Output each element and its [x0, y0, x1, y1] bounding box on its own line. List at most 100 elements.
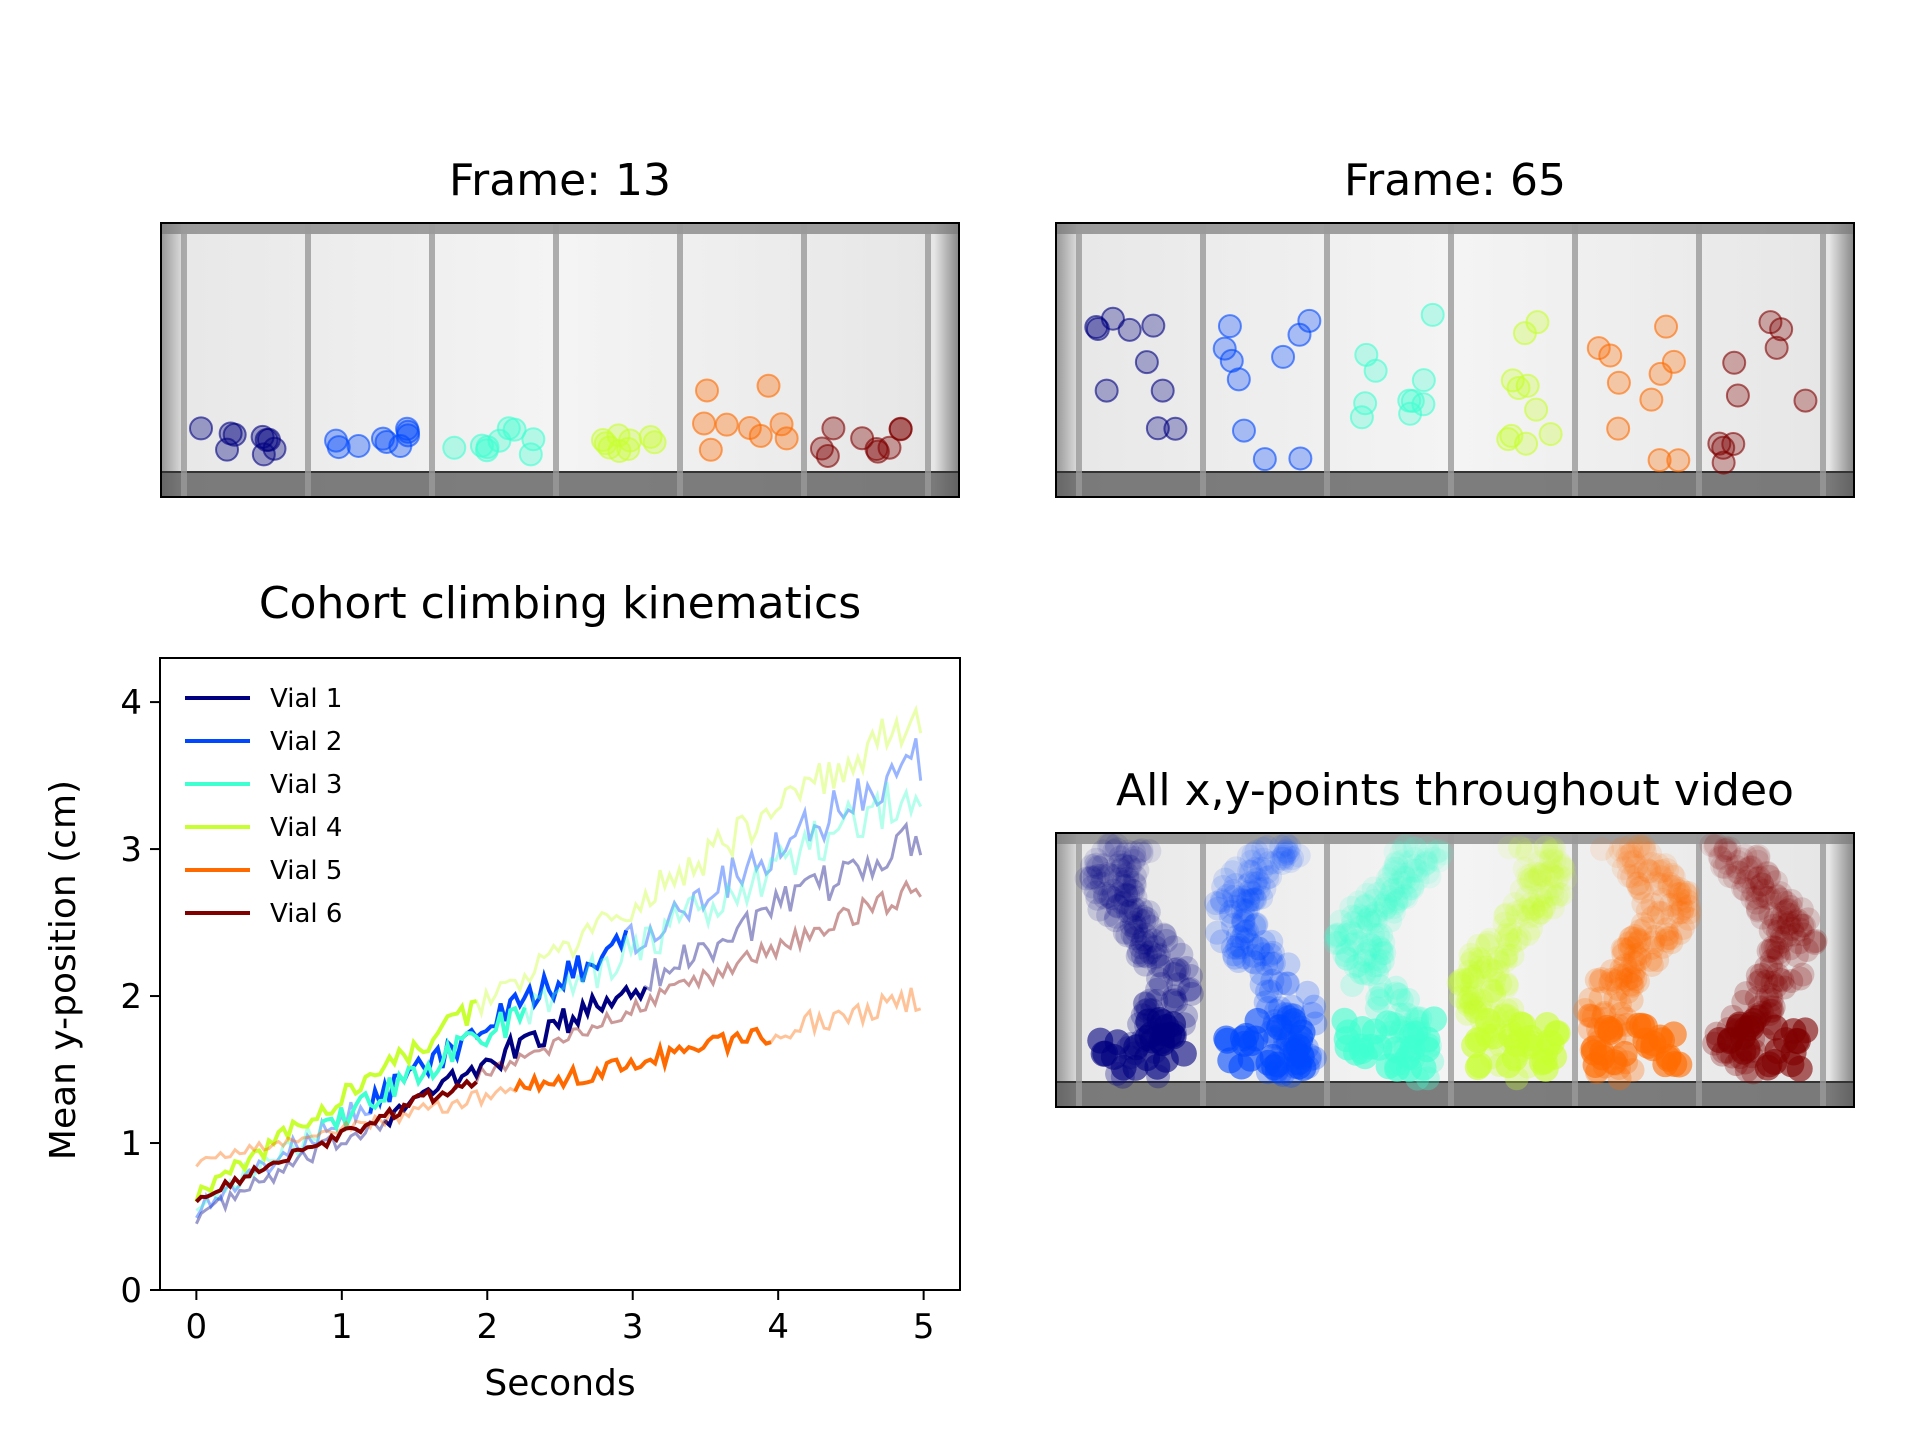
fly-trace [1145, 977, 1170, 1002]
fly-trace [1381, 895, 1406, 920]
fly-trace [1355, 907, 1380, 932]
fly-trace [1174, 955, 1199, 980]
fly-trace [1779, 969, 1804, 994]
fly-trace [1533, 880, 1558, 905]
fly-trace [1162, 984, 1187, 1009]
fly-trace [1717, 836, 1742, 861]
fly-trace [1738, 855, 1763, 880]
fly-trace [1268, 971, 1293, 996]
fly-trace [1246, 936, 1271, 961]
base [1057, 1082, 1853, 1106]
fly-trace [1122, 1054, 1149, 1081]
fly-trace [1087, 897, 1112, 922]
fly-trace [1620, 964, 1645, 989]
fly-trace [1745, 885, 1770, 910]
fly-trace [1467, 960, 1492, 985]
fly-trace [1607, 992, 1632, 1017]
fly-trace [1645, 948, 1670, 973]
fly-marker [469, 433, 494, 458]
fly-trace [1631, 834, 1656, 858]
fly-trace [1335, 946, 1360, 971]
fly-trace [1521, 897, 1546, 922]
fly-trace [1667, 887, 1692, 912]
fly-trace [1346, 953, 1371, 978]
fly-trace [1403, 858, 1428, 883]
fly-trace [1375, 872, 1400, 897]
fly-trace [1104, 837, 1129, 862]
fly-trace [1466, 933, 1491, 958]
fly-marker [1094, 378, 1119, 403]
fly-trace [1383, 981, 1408, 1006]
fly-trace [1584, 968, 1609, 993]
fly-trace [1640, 935, 1665, 960]
fly-trace [1247, 871, 1272, 896]
fly-trace [1332, 942, 1357, 967]
fly-trace [1365, 923, 1390, 948]
fly-trace [1745, 896, 1770, 921]
fly-trace [1789, 897, 1814, 922]
fly-trace [1339, 921, 1364, 946]
fly-trace [1646, 852, 1671, 877]
fly-trace [1126, 907, 1151, 932]
fly-trace [1631, 891, 1656, 916]
fly-marker [1654, 314, 1679, 339]
fly-trace [1638, 947, 1663, 972]
fly-trace [1249, 972, 1274, 997]
fly-trace [1421, 1006, 1447, 1033]
fly-trace [1381, 899, 1406, 924]
fly-trace [1459, 989, 1484, 1014]
fly-trace [1730, 1038, 1757, 1065]
fly-trace [1550, 855, 1575, 880]
fly-trace [1115, 862, 1140, 887]
fly-trace [1518, 891, 1543, 916]
fly-trace [1734, 981, 1759, 1006]
fly-trace [1417, 864, 1442, 889]
fly-trace [1746, 846, 1771, 871]
fly-trace [1119, 913, 1144, 938]
fly-trace [1369, 937, 1394, 962]
fly-trace [1617, 843, 1642, 868]
fly-trace [1249, 961, 1274, 986]
fly-trace [1388, 886, 1413, 911]
fly-trace [1699, 834, 1724, 858]
y-tick-label: 2 [120, 977, 142, 1017]
fly-trace [1778, 936, 1803, 961]
fly-trace [1745, 875, 1770, 900]
fly-trace [1725, 850, 1750, 875]
fly-marker [251, 442, 276, 467]
fly-trace [1229, 935, 1254, 960]
fly-marker [1639, 387, 1664, 412]
fly-trace [1107, 867, 1132, 892]
fly-trace [1619, 935, 1644, 960]
fly-trace [1500, 943, 1525, 968]
fly-trace [1769, 929, 1794, 954]
fly-trace [1765, 936, 1790, 961]
fly-trace [1628, 918, 1653, 943]
fly-marker [1525, 310, 1550, 335]
fly-trace [1162, 962, 1187, 987]
fly-trace [1115, 866, 1140, 891]
fly-trace [1255, 835, 1280, 860]
fly-trace [1176, 978, 1201, 1003]
fly-trace [1768, 967, 1793, 992]
fly-trace [1363, 947, 1388, 972]
fly-trace [1340, 904, 1365, 929]
fly-trace [1517, 1024, 1544, 1051]
vial-divider [1820, 224, 1826, 496]
series-line [513, 1026, 772, 1094]
fly-trace [1179, 981, 1204, 1006]
fly-trace [1776, 912, 1801, 937]
fly-marker [756, 373, 781, 398]
fly-trace [1323, 924, 1348, 949]
fly-trace [1541, 836, 1566, 861]
fly-trace [1606, 977, 1631, 1002]
y-axis-label: Mean y-position (cm) [43, 780, 84, 1160]
fly-trace [1644, 871, 1669, 896]
vial-divider [1696, 224, 1702, 496]
fly-trace [1493, 948, 1518, 973]
fly-trace [1122, 864, 1147, 889]
fly-trace [1130, 930, 1155, 955]
fly-trace [1744, 986, 1769, 1011]
fly-trace [1509, 878, 1534, 903]
fly-trace [1226, 948, 1251, 973]
